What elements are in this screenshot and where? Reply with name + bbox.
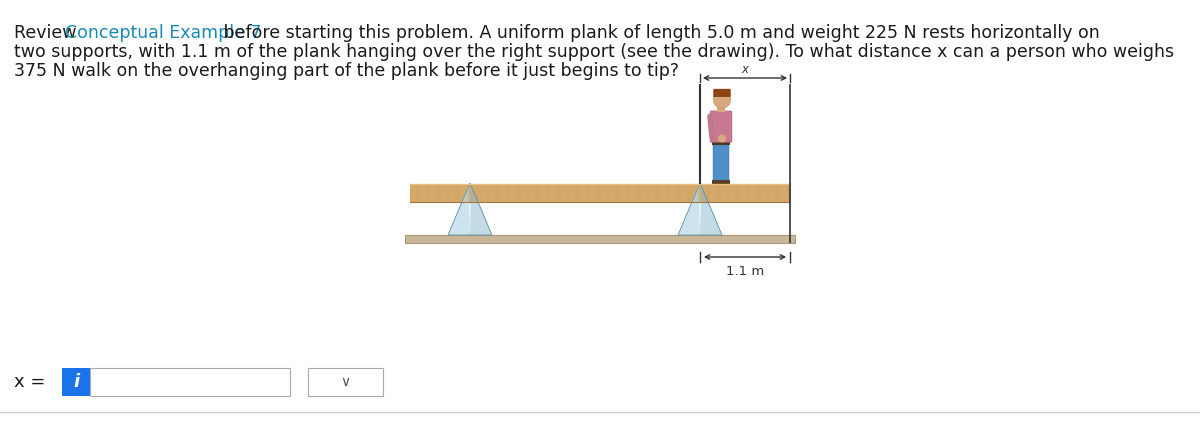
Circle shape [718,134,726,143]
Text: Conceptual Example 7: Conceptual Example 7 [65,24,262,42]
Text: x: x [742,63,749,76]
FancyBboxPatch shape [713,89,731,97]
Bar [90,368,290,396]
Text: two supports, with 1.1 m of the plank hanging over the right support (see the dr: two supports, with 1.1 m of the plank ha… [14,43,1174,61]
Bar [308,368,383,396]
Text: 375 N walk on the overhanging part of the plank before it just begins to tip?: 375 N walk on the overhanging part of th… [14,62,679,80]
Text: 1.1 m: 1.1 m [726,265,764,278]
Bar [718,107,725,112]
Bar [713,145,730,180]
Bar [712,180,730,184]
Text: ∨: ∨ [341,375,350,389]
Bar [406,235,796,243]
Bar [410,184,790,202]
Bar [712,141,730,145]
FancyBboxPatch shape [710,111,732,143]
Text: i: i [73,373,79,391]
Text: x =: x = [14,373,46,391]
Polygon shape [470,183,492,235]
Polygon shape [448,183,470,235]
Circle shape [713,91,731,108]
Polygon shape [678,183,700,235]
Bar [62,368,90,396]
Text: Review: Review [14,24,82,42]
Polygon shape [700,183,722,235]
Text: before starting this problem. A uniform plank of length 5.0 m and weight 225 N r: before starting this problem. A uniform … [218,24,1099,42]
